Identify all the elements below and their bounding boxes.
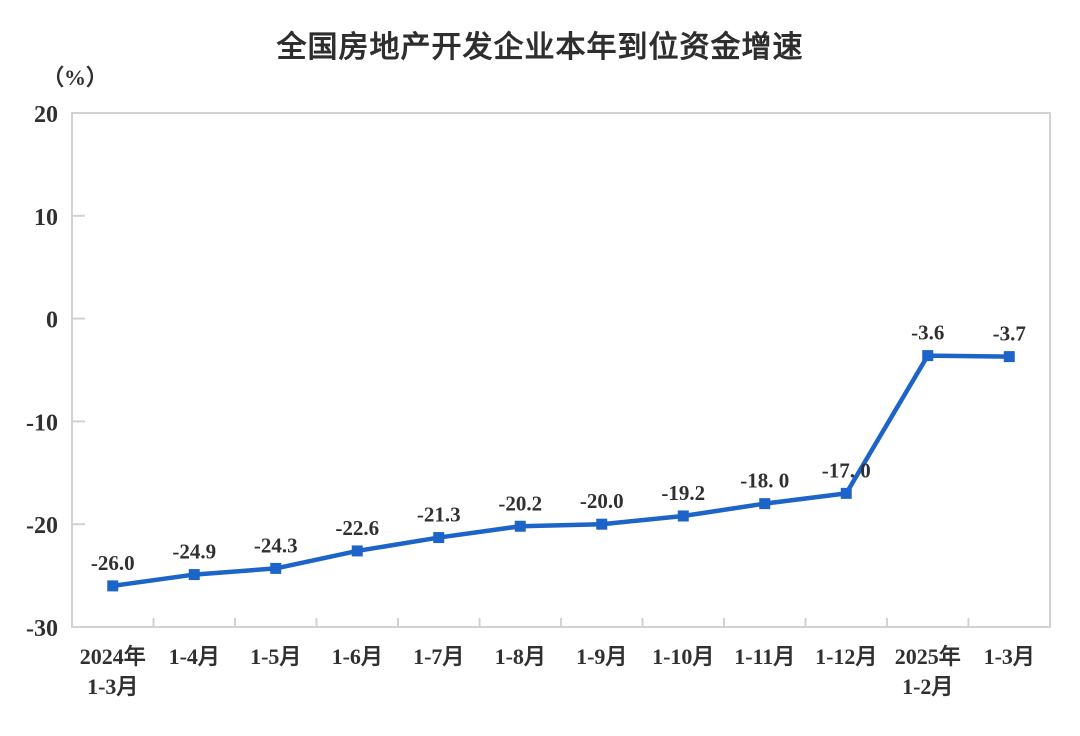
plot-border xyxy=(71,112,1051,628)
data-point-marker xyxy=(922,350,934,362)
y-tick-label: -30 xyxy=(26,616,58,642)
x-category-label: 1-12月 xyxy=(815,644,877,669)
x-category-label: 2024年 xyxy=(80,644,146,669)
data-point-marker xyxy=(677,510,689,522)
y-tick-label: -20 xyxy=(26,513,58,539)
x-category-label: 1-8月 xyxy=(495,644,546,669)
x-category-label: 1-10月 xyxy=(652,644,714,669)
data-point-marker xyxy=(270,562,282,574)
data-point-marker xyxy=(188,569,200,581)
data-point-marker xyxy=(840,487,852,499)
data-label: -24.3 xyxy=(254,533,298,557)
x-category-label: 1-3月 xyxy=(984,644,1035,669)
data-label: -17. 0 xyxy=(822,458,871,482)
data-label: -3.7 xyxy=(993,322,1026,346)
chart-title: 全国房地产开发企业本年到位资金增速 xyxy=(276,31,804,64)
y-tick-label: -10 xyxy=(26,410,58,436)
data-label: -19.2 xyxy=(661,481,705,505)
x-category-label: 1-7月 xyxy=(413,644,464,669)
y-tick-label: 10 xyxy=(34,205,58,231)
x-category-label: 1-5月 xyxy=(250,644,301,669)
data-point-marker xyxy=(107,580,119,592)
series-line xyxy=(112,353,1010,589)
data-point-marker xyxy=(596,518,608,530)
x-category-label: 1-9月 xyxy=(576,644,627,669)
data-label: -24.9 xyxy=(172,540,216,564)
x-category-label: 1-11月 xyxy=(734,644,795,669)
data-label: -20.2 xyxy=(498,491,542,515)
data-point-marker xyxy=(514,520,526,532)
x-category-label: 1-2月 xyxy=(902,674,953,699)
x-category-label: 1-4月 xyxy=(169,644,220,669)
data-label: -21.3 xyxy=(417,503,461,527)
x-category-label: 1-6月 xyxy=(332,644,383,669)
data-point-marker xyxy=(1003,351,1015,363)
data-label: -3.6 xyxy=(911,321,944,345)
x-category-label: 2025年 xyxy=(895,644,961,669)
y-tick-label: 20 xyxy=(34,102,58,128)
data-point-marker xyxy=(759,498,771,510)
data-label: -26.0 xyxy=(91,551,135,575)
x-category-label: 1-3月 xyxy=(87,674,138,699)
data-label: -18. 0 xyxy=(740,469,789,493)
data-point-marker xyxy=(433,532,445,544)
data-label: -20.0 xyxy=(580,489,624,513)
y-tick-label: 0 xyxy=(46,308,58,334)
data-label: -22.6 xyxy=(335,516,379,540)
data-point-marker xyxy=(351,545,363,557)
y-axis-unit-label: （%） xyxy=(42,65,109,90)
